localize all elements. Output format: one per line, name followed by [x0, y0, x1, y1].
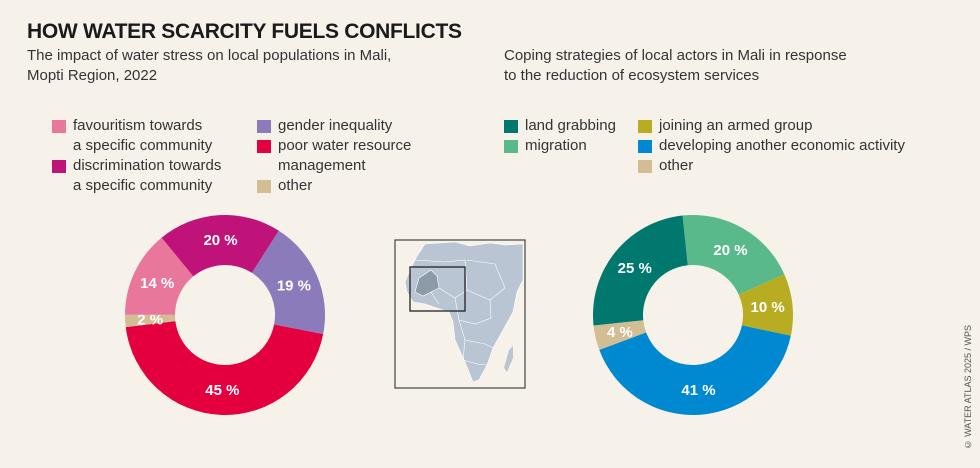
country-borders — [414, 259, 506, 366]
legend-item: migration — [504, 136, 644, 156]
slice-label: 20 % — [713, 242, 747, 259]
right-donut-chart: 20 % 10 % 41 % 4 % 25 % — [592, 215, 793, 415]
legend-item: favouritism towards a specific community — [52, 116, 252, 156]
legend-label: a specific community — [73, 137, 213, 154]
legend-swatch — [52, 160, 66, 173]
legend-swatch — [638, 140, 652, 153]
legend-label: other — [278, 177, 313, 194]
right-subtitle-line: to the reduction of ecosystem services — [504, 67, 760, 84]
page-title: HOW WATER SCARCITY FUELS CONFLICTS — [27, 20, 462, 43]
donut-slice — [161, 215, 279, 277]
donut-slice — [738, 274, 793, 336]
legend-item: developing another economic activity — [638, 136, 938, 156]
legend-item: gender inequality — [257, 116, 457, 136]
donut-slice — [599, 325, 791, 415]
legend-label: gender inequality — [278, 117, 393, 134]
left-subtitle: The impact of water stress on local popu… — [27, 46, 391, 86]
legend-item: other — [257, 176, 457, 196]
donut-slice — [251, 230, 325, 335]
donut-slice — [593, 320, 647, 350]
left-subtitle-line: The impact of water stress on local popu… — [27, 47, 392, 64]
left-legend-col1: favouritism towards a specific community … — [52, 116, 252, 196]
right-subtitle-line: Coping strategies of local actors in Mal… — [504, 47, 847, 64]
legend-item: joining an armed group — [638, 116, 938, 136]
madagascar-shape — [504, 346, 513, 372]
donut-slice — [125, 321, 324, 416]
right-subtitle: Coping strategies of local actors in Mal… — [504, 46, 847, 86]
donut-slice — [592, 215, 688, 326]
left-legend-col2: gender inequality poor water resource man… — [257, 116, 457, 196]
legend-label: management — [278, 157, 366, 174]
legend-item: other — [638, 156, 938, 176]
legend-label: land grabbing — [525, 117, 616, 134]
legend-label: joining an armed group — [659, 117, 813, 134]
legend-item: poor water resource management — [257, 136, 457, 176]
legend-swatch — [257, 180, 271, 193]
legend-swatch — [257, 120, 271, 133]
legend-label: migration — [525, 137, 587, 154]
donut-slice — [682, 215, 785, 295]
right-legend-col1: land grabbing migration — [504, 116, 644, 156]
copyright-credit: © WATER ATLAS 2025 / WPS — [963, 325, 973, 450]
mali-locator-box — [409, 266, 466, 312]
slice-label: 4 % — [607, 324, 633, 341]
legend-label: other — [659, 157, 694, 174]
legend-item: discrimination towards a specific communi… — [52, 156, 252, 196]
slice-label: 45 % — [205, 382, 239, 399]
legend-swatch — [257, 140, 271, 153]
africa-locator-map — [394, 239, 526, 389]
donut-slice — [125, 314, 176, 328]
slice-label: 2 % — [137, 311, 163, 328]
right-legend-col2: joining an armed group developing anothe… — [638, 116, 938, 176]
slice-label: 19 % — [277, 277, 311, 294]
slice-label: 10 % — [750, 299, 784, 316]
slice-label: 20 % — [203, 232, 237, 249]
legend-label: developing another economic activity — [659, 137, 905, 154]
slice-label: 41 % — [681, 382, 715, 399]
legend-swatch — [52, 120, 66, 133]
legend-swatch — [638, 160, 652, 173]
legend-swatch — [504, 140, 518, 153]
left-subtitle-line: Mopti Region, 2022 — [27, 67, 158, 84]
slice-label: 14 % — [140, 275, 174, 292]
slice-label: 25 % — [618, 260, 652, 277]
donut-slice — [125, 237, 194, 315]
legend-swatch — [638, 120, 652, 133]
legend-label: discrimination towards — [73, 157, 222, 174]
legend-label: a specific community — [73, 177, 213, 194]
legend-label: poor water resource — [278, 137, 412, 154]
legend-label: favouritism towards — [73, 117, 203, 134]
legend-item: land grabbing — [504, 116, 644, 136]
mali-highlight — [414, 269, 440, 297]
left-donut-chart: 20 % 19 % 45 % 2 % 14 % — [125, 215, 325, 416]
legend-swatch — [504, 120, 518, 133]
